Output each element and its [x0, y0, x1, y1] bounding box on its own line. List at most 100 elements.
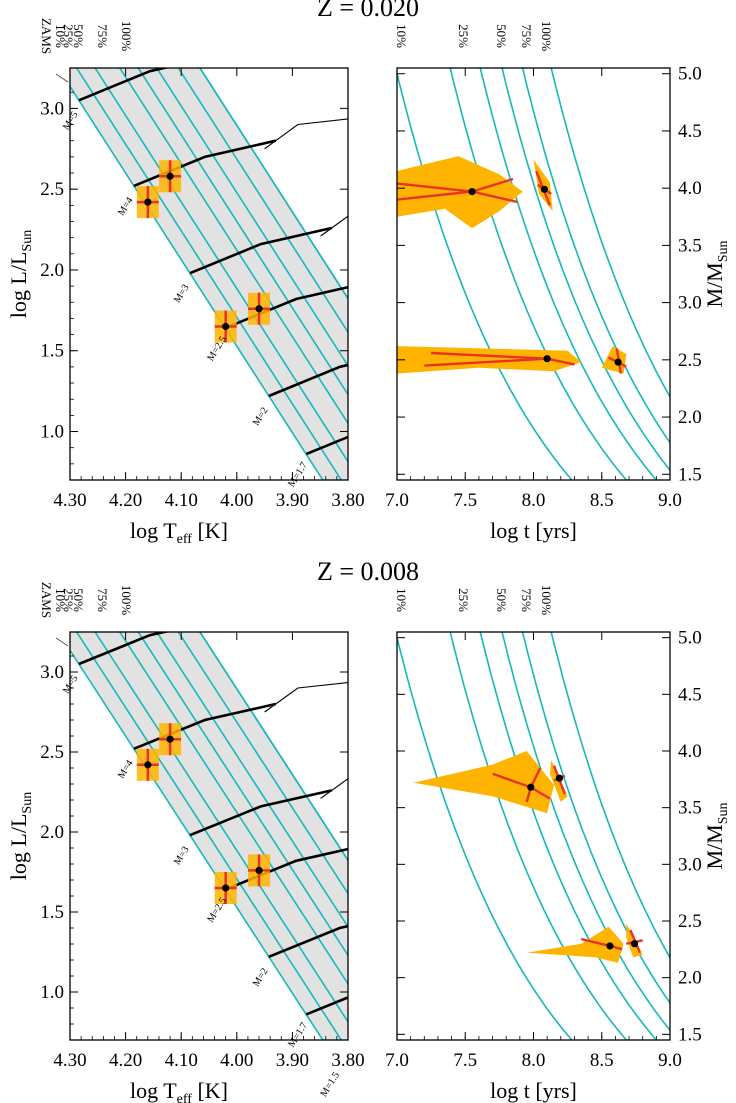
track-post-main-sequence [356, 816, 506, 853]
y-axis-label: M/MSun [702, 240, 731, 307]
y-tick-label: 2.5 [678, 911, 702, 932]
x-tick-label: 8.0 [522, 490, 546, 511]
data-point [606, 942, 614, 950]
isochrone-curve [397, 634, 573, 1040]
y-tick-label: 3.0 [40, 98, 64, 119]
isochrone-label: 75% [95, 588, 110, 612]
data-point [166, 172, 174, 180]
x-axis-label: log t [yrs] [490, 1078, 577, 1103]
isochrone-line [177, 68, 348, 334]
isochrone-line [75, 632, 343, 1040]
panel-title: Z = 0.020 [317, 0, 419, 22]
label-arrow [55, 637, 69, 647]
track-label: M=4 [116, 758, 136, 780]
y-tick-label: 1.0 [40, 982, 64, 1003]
track-post-main-sequence [210, 26, 360, 63]
age-probability-region [413, 751, 554, 814]
data-point [630, 940, 639, 948]
isochrone-curve [397, 70, 573, 480]
isochrone-label: 75% [519, 588, 534, 612]
y-tick-label: 5.0 [678, 628, 702, 649]
track-label: M=2 [251, 966, 271, 988]
x-tick-label: 4.00 [220, 1050, 253, 1071]
isochrone-label: 100% [539, 21, 554, 52]
data-point [255, 866, 263, 875]
x-tick-label: 3.80 [331, 1050, 364, 1071]
track-label: M=2 [251, 405, 271, 427]
isochrone-line [94, 68, 348, 464]
isochrone-label: 50% [71, 588, 86, 612]
axes-frame [396, 67, 671, 481]
x-tick-label: 9.0 [658, 1050, 682, 1071]
x-tick-label: 3.90 [276, 490, 309, 511]
isochrone-label: 25% [61, 24, 76, 48]
isochrone-label: 10% [394, 588, 409, 612]
y-tick-label: 3.5 [678, 798, 702, 819]
y-tick-label: 2.5 [40, 179, 64, 200]
x-tick-label: 7.0 [385, 1050, 409, 1071]
x-tick-label: 4.20 [109, 1050, 142, 1071]
isochrone-line [70, 648, 324, 1040]
track-post-main-sequence [400, 883, 550, 920]
y-tick-label: 2.0 [40, 822, 64, 843]
isochrone-curve [479, 632, 658, 1040]
isochrone-label: 50% [71, 24, 86, 48]
isochrone-line [155, 632, 348, 929]
isochrone-curve [449, 632, 628, 1040]
data-point [540, 185, 549, 193]
x-tick-label: 9.0 [658, 490, 682, 511]
isochrone-curve [550, 68, 670, 399]
isochrone-label: 25% [456, 588, 471, 612]
plot-area [397, 632, 670, 1040]
y-tick-label: 3.0 [678, 293, 702, 314]
isochrone-label: 10% [53, 24, 68, 48]
y-tick-label: 3.0 [678, 854, 702, 875]
track-post-main-sequence [356, 254, 506, 291]
track-main-sequence [78, 68, 170, 102]
track-label: M=1.7 [286, 1021, 310, 1050]
y-tick-label: 3.5 [678, 235, 702, 256]
isochrone-line [137, 632, 348, 957]
track-main-sequence [133, 702, 276, 751]
axes-frame [69, 631, 349, 1041]
x-tick-label: 4.30 [53, 1050, 86, 1071]
main-sequence-band [70, 68, 348, 480]
track-main-sequence [189, 789, 332, 837]
data-point [255, 305, 263, 313]
isochrone-label: 10% [53, 588, 68, 612]
isochrone-label: 50% [494, 24, 509, 48]
isochrone-curve [521, 68, 670, 445]
y-axis-label: log L/LSun [6, 792, 35, 880]
track-post-main-sequence [264, 681, 348, 713]
data-point [222, 884, 230, 892]
isochrone-curve [501, 632, 670, 1032]
isochrone-curve [449, 68, 628, 480]
isochrone-label: 100% [539, 585, 554, 616]
data-point [144, 761, 152, 769]
track-post-main-sequence [320, 215, 348, 237]
isochrone-line [70, 84, 324, 480]
track-label: M=1.7 [286, 460, 310, 489]
data-point [144, 198, 152, 206]
y-axis-label: M/MSun [702, 802, 731, 869]
track-main-sequence [268, 924, 348, 959]
hr-diagram-panel: M=5M=4M=3M=2.5M=2M=1.7M=1.54.30 4.20 4.10 4… [6, 557, 550, 1103]
track-main-sequence [133, 139, 276, 188]
y-axis-label: log L/LSun [6, 230, 35, 318]
isochrone-label: 10% [394, 24, 409, 48]
x-tick-label: 7.5 [453, 490, 477, 511]
y-tick-label: 1.5 [40, 341, 64, 362]
x-axis-label: log Teff [K] [130, 518, 228, 547]
x-tick-label: 8.5 [590, 490, 614, 511]
axes-frame [69, 67, 349, 481]
x-tick-label: 8.5 [590, 1050, 614, 1071]
age-estimate-line [424, 357, 548, 367]
isochrone-line [155, 68, 348, 368]
isochrone-line [94, 632, 348, 1024]
track-label: M=3 [172, 283, 192, 305]
isochrone-label: 75% [95, 24, 110, 48]
y-tick-label: 1.5 [678, 464, 702, 485]
isochrone-label: 25% [456, 24, 471, 48]
x-axis-label: log t [yrs] [490, 518, 577, 543]
plot-area [397, 68, 670, 480]
